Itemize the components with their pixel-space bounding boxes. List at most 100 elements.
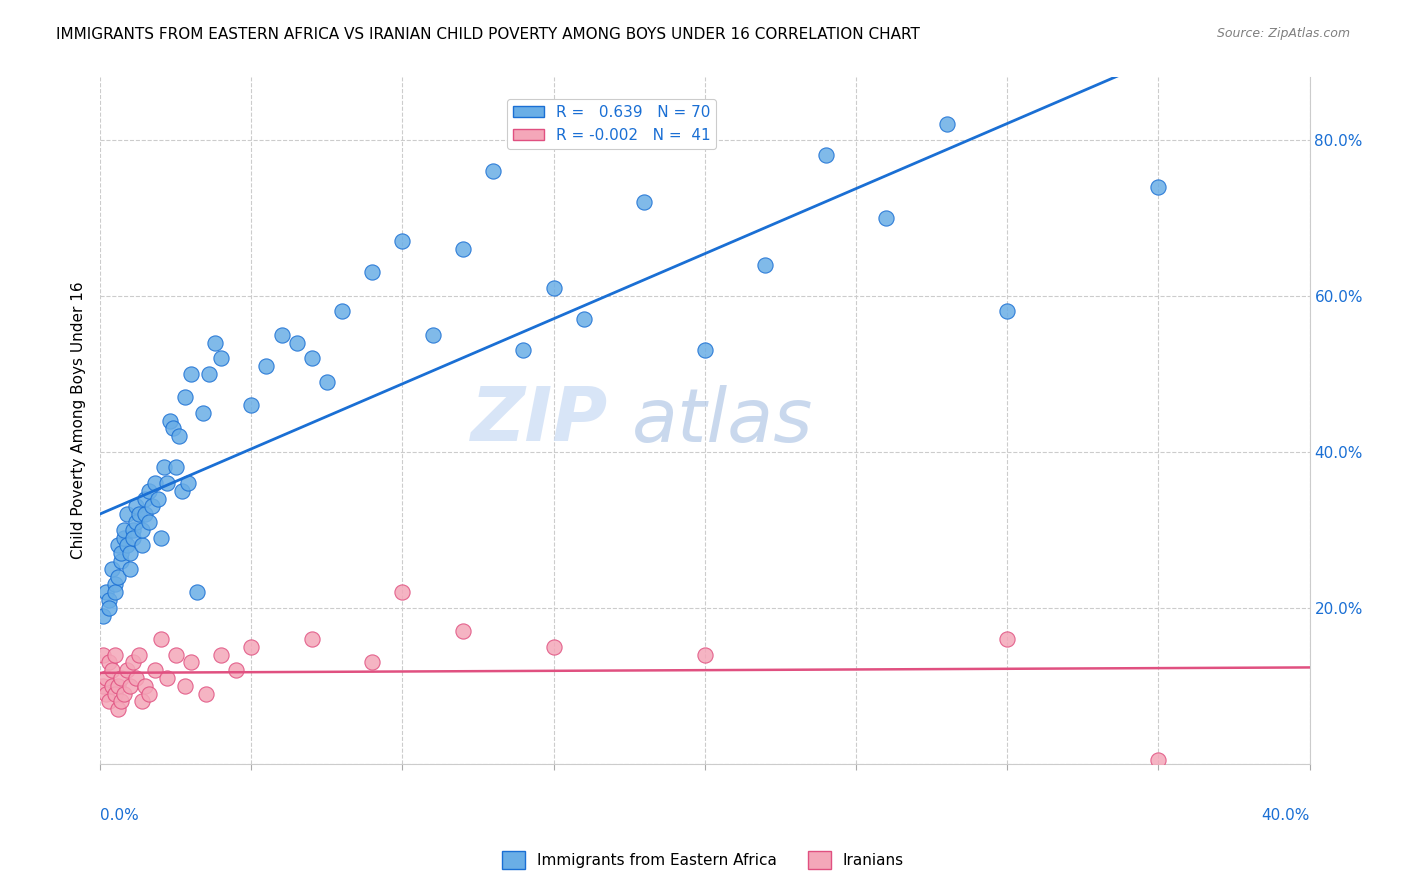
- Point: [270, 327, 292, 342]
- Point: [209, 648, 232, 662]
- Point: [391, 585, 413, 599]
- Point: [1147, 753, 1170, 767]
- Point: [138, 515, 160, 529]
- Point: [451, 242, 474, 256]
- Point: [104, 648, 127, 662]
- Point: [91, 608, 114, 623]
- Point: [107, 538, 129, 552]
- Point: [173, 390, 195, 404]
- Legend: R =   0.639   N = 70, R = -0.002   N =  41: R = 0.639 N = 70, R = -0.002 N = 41: [508, 99, 717, 149]
- Point: [138, 687, 160, 701]
- Point: [361, 265, 384, 279]
- Point: [110, 694, 132, 708]
- Point: [107, 679, 129, 693]
- Point: [98, 656, 121, 670]
- Point: [122, 531, 145, 545]
- Y-axis label: Child Poverty Among Boys Under 16: Child Poverty Among Boys Under 16: [72, 282, 86, 559]
- Point: [180, 367, 202, 381]
- Legend: Immigrants from Eastern Africa, Iranians: Immigrants from Eastern Africa, Iranians: [496, 845, 910, 875]
- Point: [198, 367, 221, 381]
- Point: [125, 671, 148, 685]
- Point: [451, 624, 474, 639]
- Point: [330, 304, 353, 318]
- Point: [91, 648, 114, 662]
- Point: [186, 585, 208, 599]
- Point: [101, 663, 124, 677]
- Point: [572, 312, 595, 326]
- Point: [96, 585, 118, 599]
- Point: [225, 663, 247, 677]
- Point: [512, 343, 534, 358]
- Point: [754, 258, 776, 272]
- Point: [146, 491, 169, 506]
- Point: [131, 523, 153, 537]
- Point: [204, 335, 226, 350]
- Point: [104, 577, 127, 591]
- Point: [96, 687, 118, 701]
- Point: [131, 694, 153, 708]
- Point: [543, 281, 565, 295]
- Point: [693, 648, 716, 662]
- Point: [149, 531, 172, 545]
- Point: [101, 679, 124, 693]
- Point: [141, 500, 163, 514]
- Point: [112, 687, 135, 701]
- Point: [104, 687, 127, 701]
- Point: [1147, 179, 1170, 194]
- Point: [301, 632, 323, 646]
- Point: [240, 640, 263, 654]
- Point: [177, 476, 200, 491]
- Point: [391, 234, 413, 248]
- Point: [633, 195, 655, 210]
- Point: [120, 679, 142, 693]
- Point: [543, 640, 565, 654]
- Text: IMMIGRANTS FROM EASTERN AFRICA VS IRANIAN CHILD POVERTY AMONG BOYS UNDER 16 CORR: IMMIGRANTS FROM EASTERN AFRICA VS IRANIA…: [56, 27, 920, 42]
- Point: [134, 491, 156, 506]
- Point: [995, 304, 1018, 318]
- Point: [98, 600, 121, 615]
- Point: [131, 538, 153, 552]
- Point: [110, 554, 132, 568]
- Point: [125, 515, 148, 529]
- Point: [170, 483, 193, 498]
- Point: [117, 538, 139, 552]
- Point: [315, 375, 337, 389]
- Point: [122, 656, 145, 670]
- Point: [165, 648, 187, 662]
- Point: [209, 351, 232, 366]
- Point: [875, 211, 897, 225]
- Point: [91, 679, 114, 693]
- Point: [120, 562, 142, 576]
- Point: [117, 507, 139, 521]
- Point: [117, 663, 139, 677]
- Point: [134, 507, 156, 521]
- Point: [128, 507, 150, 521]
- Point: [693, 343, 716, 358]
- Text: ZIP: ZIP: [471, 384, 607, 457]
- Point: [110, 671, 132, 685]
- Point: [138, 483, 160, 498]
- Text: 0.0%: 0.0%: [100, 808, 139, 823]
- Point: [361, 656, 384, 670]
- Text: Source: ZipAtlas.com: Source: ZipAtlas.com: [1216, 27, 1350, 40]
- Point: [101, 562, 124, 576]
- Point: [935, 117, 957, 131]
- Point: [120, 546, 142, 560]
- Point: [159, 414, 181, 428]
- Point: [156, 671, 179, 685]
- Point: [301, 351, 323, 366]
- Point: [285, 335, 308, 350]
- Point: [143, 663, 166, 677]
- Point: [194, 687, 217, 701]
- Point: [152, 460, 174, 475]
- Point: [422, 327, 444, 342]
- Point: [149, 632, 172, 646]
- Point: [134, 679, 156, 693]
- Point: [240, 398, 263, 412]
- Point: [162, 421, 184, 435]
- Point: [112, 523, 135, 537]
- Text: atlas: atlas: [633, 384, 814, 457]
- Point: [122, 523, 145, 537]
- Point: [482, 164, 505, 178]
- Point: [125, 500, 148, 514]
